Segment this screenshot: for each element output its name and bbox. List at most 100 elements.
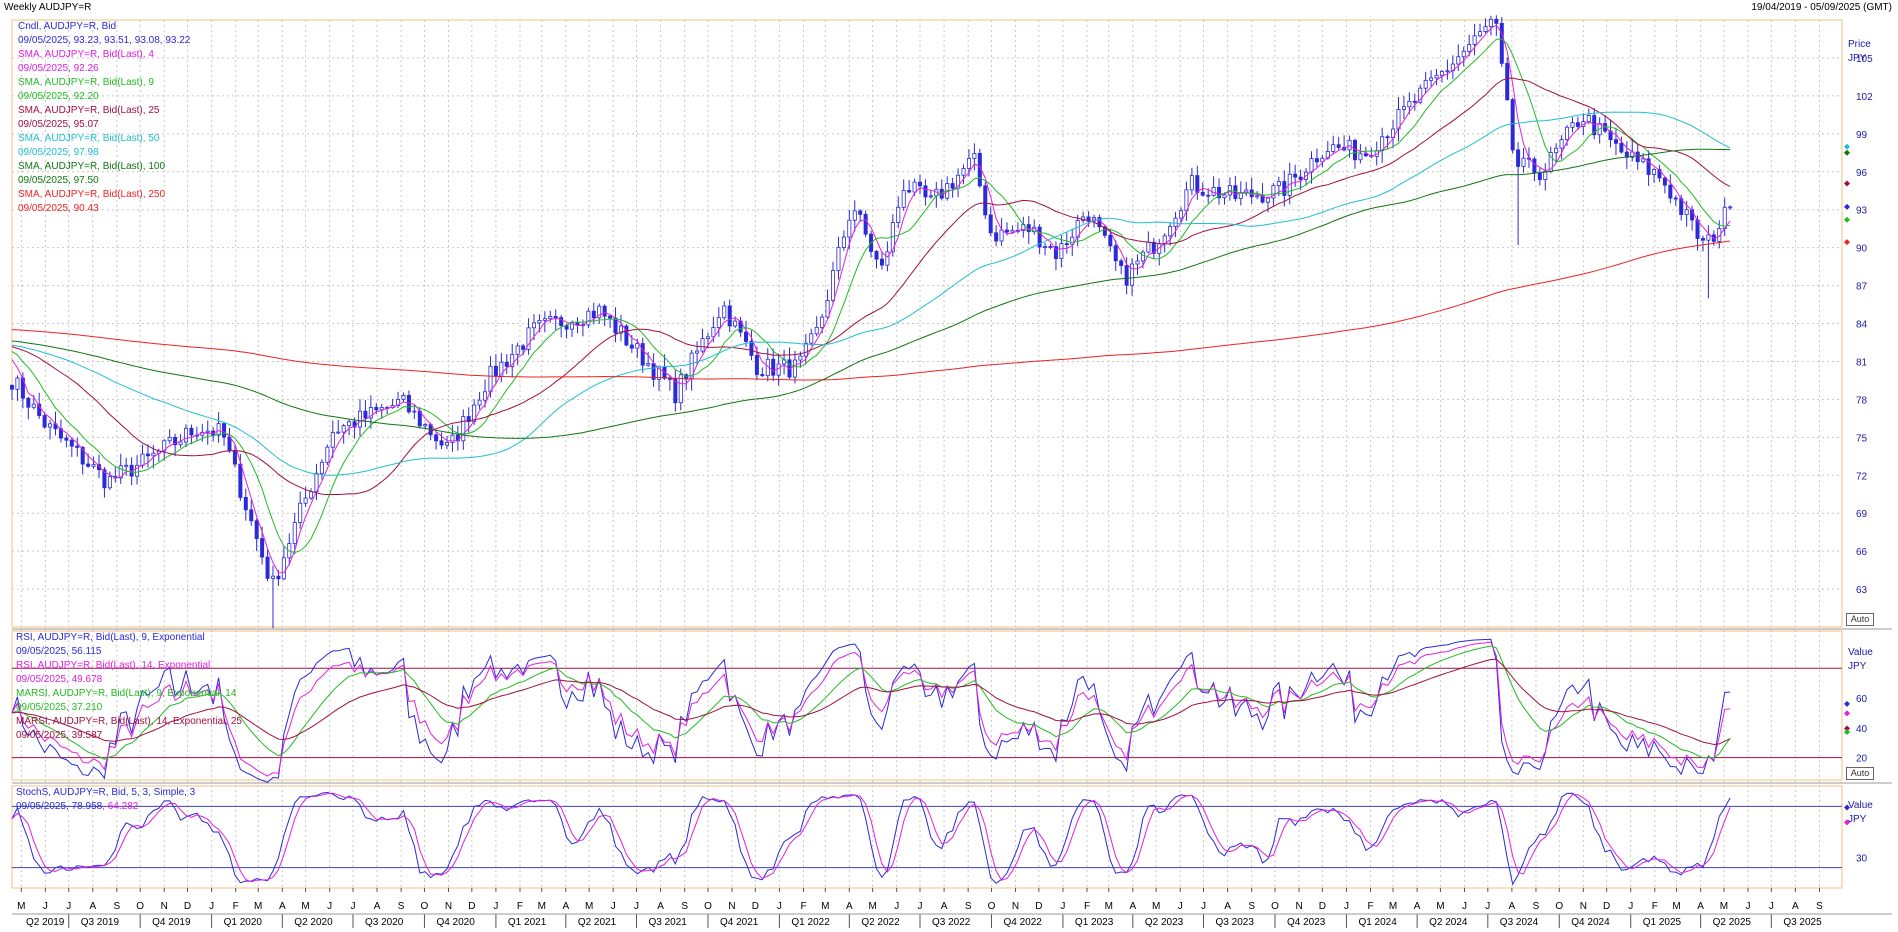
quarter-label: Q3 2023 [1216,917,1255,928]
candle-body [820,316,825,328]
rsi-auto-button[interactable]: Auto [1846,767,1874,780]
rsi-marker [1844,725,1850,732]
candle-body [466,416,471,422]
candle-body [102,469,107,489]
price-tick-label: 93 [1856,206,1868,217]
month-label: S [965,901,972,912]
sma-25-line [11,77,1731,496]
month-label: J [894,901,899,912]
candle-body [1217,187,1222,199]
candle-body [1478,31,1483,37]
month-label: O [1271,901,1279,912]
quarter-label: Q2 2024 [1429,917,1468,928]
candle-body [75,445,80,448]
rsi-marker [1844,710,1850,717]
candle-body [994,232,999,242]
candle-body [754,355,759,375]
legend-marsi9-name: MARSI, AUDJPY=R, Bid(Last), 9, Exponenti… [16,688,237,699]
candle-body [1059,243,1064,259]
price-tick-label: 105 [1856,54,1873,65]
month-label: J [1746,901,1751,912]
candle-body [37,403,42,416]
candle-body [1570,122,1575,128]
rsi-pane[interactable] [11,638,1842,783]
stoch-pane[interactable] [11,791,1842,886]
candle-body [1423,79,1428,89]
candle-body [912,181,917,193]
month-label: F [1367,901,1373,912]
month-label: D [184,901,191,912]
candle-body [1320,157,1325,163]
month-label: S [1816,901,1823,912]
candle-body [1510,99,1515,151]
price-tick-label: 72 [1856,471,1868,482]
quarter-label: Q3 2020 [365,917,404,928]
candle-body [531,322,536,329]
quarter-label: Q1 2021 [508,917,547,928]
month-label: O [704,901,712,912]
month-label: M [1720,901,1728,912]
candle-body [1505,62,1510,101]
candle-body [618,325,623,334]
price-pane[interactable] [9,15,1733,629]
quarter-label: Q4 2021 [720,917,759,928]
candle-body [923,185,928,198]
price-auto-button[interactable]: Auto [1846,613,1874,626]
quarter-label: Q1 2022 [791,917,830,928]
candle-body [1053,246,1058,259]
candle-body [1499,23,1504,64]
candle-body [863,213,868,235]
month-label: N [1295,901,1302,912]
legend-stoch-values: 09/05/2025, 78.958, 64.282 [16,800,195,814]
legend-sma250-name: SMA, AUDJPY=R, Bid(Last), 250 [18,189,166,200]
candle-body [1662,177,1667,186]
price-tick-label: 69 [1856,509,1868,520]
month-label: N [1012,901,1019,912]
candle-body [189,427,194,436]
candle-body [966,158,971,169]
legend-sma50-value: 09/05/2025, 97.98 [18,147,99,158]
date-range: 19/04/2019 - 05/09/2025 (GMT) [1751,2,1892,13]
rsi-14-line [11,641,1731,777]
month-label: M [1389,901,1397,912]
candle-body [118,465,123,479]
price-marker [1844,216,1850,223]
candle-body [1586,115,1591,123]
rsi-tick-label: 20 [1856,754,1868,765]
candle-body [1445,70,1450,73]
month-label: S [114,901,121,912]
month-label: A [1792,901,1799,912]
candle-body [760,374,765,377]
legend-rsi14-value: 09/05/2025, 49.678 [16,674,103,685]
candle-body [1255,195,1260,198]
candle-body [972,152,977,159]
candle-body [483,391,488,401]
month-label: D [1319,901,1326,912]
candle-body [1178,210,1183,219]
candle-body [1173,217,1178,227]
month-label: S [398,901,405,912]
rsi-axis-title: Value JPY [1848,647,1873,672]
candle-body [9,385,14,390]
candle-body [309,491,314,499]
candle-body [91,464,96,467]
candle-body [423,424,428,427]
candle-body [1113,245,1118,262]
sma-250-line [11,240,1731,381]
month-label: M [868,901,876,912]
candle-body [401,394,406,400]
candle-body [1434,74,1439,79]
candle-body [243,497,248,511]
price-tick-label: 66 [1856,547,1868,558]
candle-body [178,441,183,446]
candle-body [325,446,330,463]
candle-body [537,319,542,324]
candle-body [412,410,417,413]
stoch-frame [11,785,1843,889]
candle-body [1135,260,1140,265]
candle-body [1331,144,1336,152]
month-label: A [562,901,569,912]
legend-sma250-value: 09/05/2025, 90.43 [18,203,99,214]
month-label: F [233,901,239,912]
